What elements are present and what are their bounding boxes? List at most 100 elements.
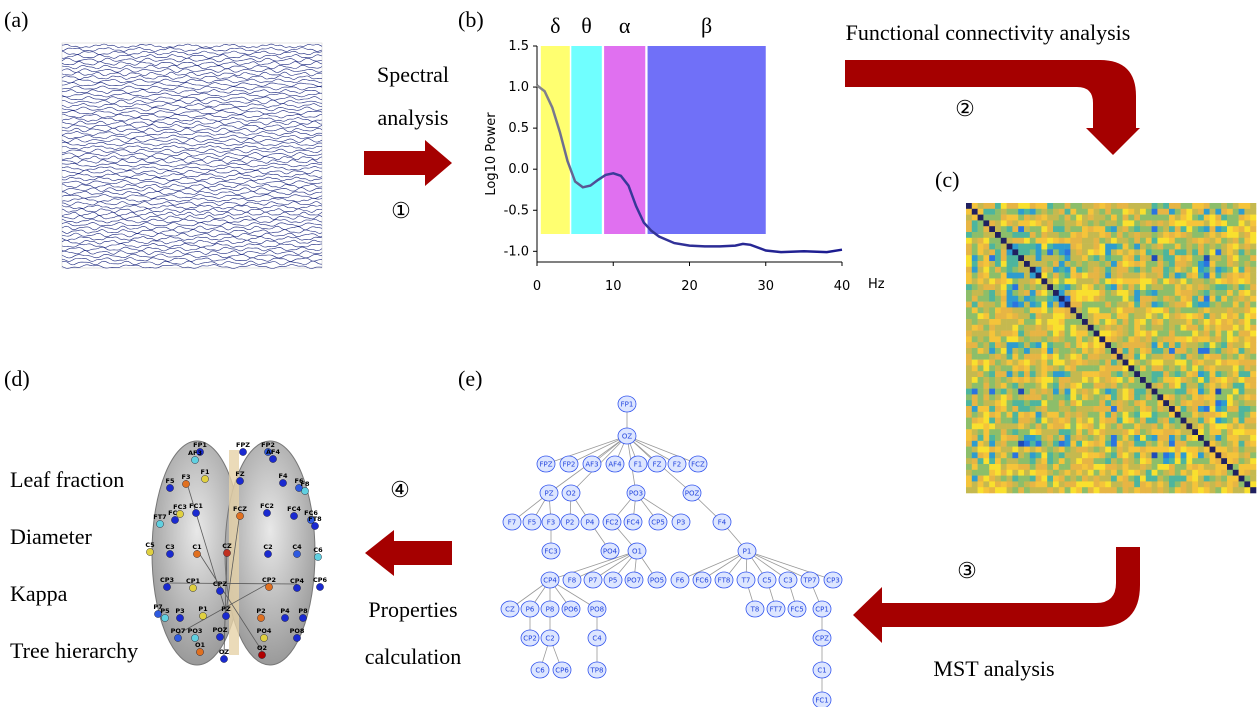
matrix-cell [1181,290,1187,296]
matrix-cell [1175,418,1181,424]
matrix-cell [989,284,995,290]
matrix-cell [1001,412,1007,418]
matrix-cell [966,418,972,424]
matrix-cell [1123,226,1129,232]
matrix-cell [1012,447,1018,453]
matrix-cell [983,273,989,279]
matrix-cell [1204,476,1210,482]
matrix-cell [1250,418,1256,424]
matrix-cell [1163,296,1169,302]
matrix-cell [1076,481,1082,487]
matrix-cell [1041,226,1047,232]
electrode [314,553,321,560]
matrix-cell [1198,429,1204,435]
matrix-cell [1105,406,1111,412]
matrix-cell [1047,220,1053,226]
matrix-cell [1181,406,1187,412]
matrix-cell [1215,307,1221,313]
matrix-cell [1047,255,1053,261]
matrix-cell [1169,238,1175,244]
matrix-cell [1099,441,1105,447]
matrix-cell [1070,232,1076,238]
matrix-cell [1059,342,1065,348]
matrix-cell [1047,284,1053,290]
matrix-cell [1036,418,1042,424]
matrix-cell [1152,296,1158,302]
matrix-cell [1210,418,1216,424]
matrix-cell [1134,429,1140,435]
matrix-cell [1012,365,1018,371]
matrix-cell [1076,371,1082,377]
matrix-cell [1157,464,1163,470]
matrix-cell [1152,429,1158,435]
matrix-cell [1163,313,1169,319]
matrix-cell [972,302,978,308]
matrix-cell [1111,481,1117,487]
matrix-cell [1041,307,1047,313]
matrix-cell [1036,400,1042,406]
matrix-cell [1215,435,1221,441]
matrix-cell [1163,261,1169,267]
matrix-cell [1099,203,1105,209]
matrix-cell [1221,336,1227,342]
matrix-cell [1018,209,1024,215]
matrix-cell [1169,278,1175,284]
matrix-cell [978,429,984,435]
matrix-cell [1186,319,1192,325]
matrix-cell [1123,232,1129,238]
matrix-cell [966,313,972,319]
matrix-cell [1047,365,1053,371]
matrix-cell [1244,389,1250,395]
matrix-cell [1099,278,1105,284]
matrix-cell [1053,296,1059,302]
matrix-cell [1047,429,1053,435]
matrix-cell [1047,267,1053,273]
matrix-cell [1239,226,1245,232]
eeg-trace [62,167,322,171]
matrix-cell [1059,220,1065,226]
matrix-cell [1088,342,1094,348]
matrix-cell [1030,429,1036,435]
matrix-cell [1163,394,1169,400]
matrix-cell [1192,441,1198,447]
matrix-cell [1036,348,1042,354]
matrix-cell [1018,336,1024,342]
matrix-cell [1221,278,1227,284]
matrix-cell [1007,348,1013,354]
matrix-cell [1041,447,1047,453]
spectrum-plot: δθαβ-1.0-0.50.00.51.01.5010203040HzLog10… [484,13,885,294]
matrix-cell [989,360,995,366]
matrix-cell [1233,371,1239,377]
matrix-cell [1082,371,1088,377]
matrix-cell [1244,249,1250,255]
matrix-cell [1099,400,1105,406]
matrix-cell [1007,238,1013,244]
band [571,46,602,234]
matrix-cell [1210,464,1216,470]
eeg-trace [62,209,322,213]
matrix-cell [1204,302,1210,308]
matrix-cell [1186,348,1192,354]
matrix-cell [1244,331,1250,337]
matrix-cell [1001,400,1007,406]
electrode-label: FC3 [173,503,187,511]
matrix-cell [1076,342,1082,348]
matrix-cell [966,394,972,400]
matrix-cell [1018,394,1024,400]
matrix-cell [1181,354,1187,360]
matrix-cell [1105,481,1111,487]
matrix-cell [1076,412,1082,418]
matrix-cell [1070,290,1076,296]
matrix-cell [1198,226,1204,232]
matrix-cell [1105,389,1111,395]
matrix-cell [1030,447,1036,453]
matrix-cell [1163,481,1169,487]
matrix-cell [995,232,1001,238]
matrix-cell [1227,406,1233,412]
matrix-cell [1001,226,1007,232]
matrix-cell [1186,458,1192,464]
matrix-cell [1012,220,1018,226]
matrix-cell [1082,412,1088,418]
matrix-cell [1099,435,1105,441]
matrix-cell [1169,284,1175,290]
